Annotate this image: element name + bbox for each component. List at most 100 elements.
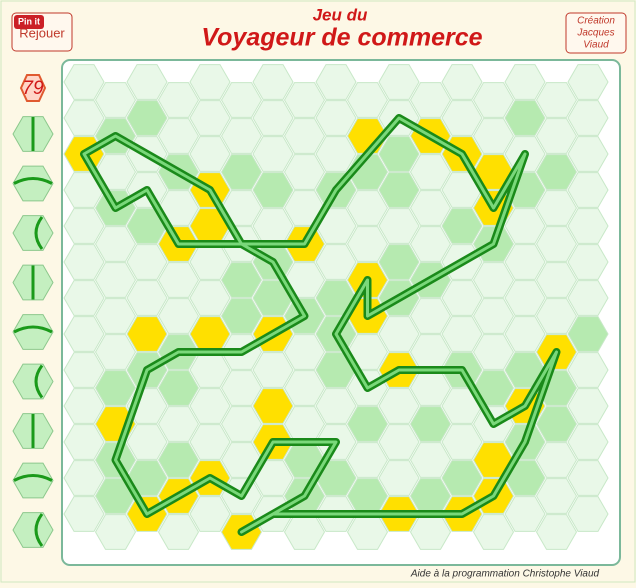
hex-cell[interactable] xyxy=(535,298,578,334)
hex-cell[interactable] xyxy=(63,100,105,136)
hex-cell[interactable] xyxy=(94,514,137,550)
hex-cell[interactable] xyxy=(283,118,326,154)
tile[interactable] xyxy=(12,462,54,499)
hex-cell[interactable] xyxy=(283,334,326,370)
hex-cell[interactable] xyxy=(126,316,168,352)
hex-cell[interactable] xyxy=(189,64,231,100)
hex-cell[interactable] xyxy=(504,64,546,100)
hex-cell[interactable] xyxy=(409,298,452,334)
hex-cell[interactable] xyxy=(504,496,546,532)
hex-cell[interactable] xyxy=(567,136,609,172)
hex-cell[interactable] xyxy=(535,82,578,118)
hex-cell[interactable] xyxy=(283,370,326,406)
hex-cell[interactable] xyxy=(63,460,105,496)
hex-cell[interactable] xyxy=(63,280,105,316)
hex-cell[interactable] xyxy=(441,208,483,244)
tile[interactable] xyxy=(12,165,54,202)
hex-cell[interactable] xyxy=(252,100,294,136)
hex-cell[interactable] xyxy=(378,316,420,352)
hex-cell[interactable] xyxy=(567,424,609,460)
hex-cell[interactable] xyxy=(157,406,200,442)
hex-cell[interactable] xyxy=(441,280,483,316)
hex-cell[interactable] xyxy=(472,298,515,334)
hex-cell[interactable] xyxy=(504,208,546,244)
hex-cell[interactable] xyxy=(504,280,546,316)
hex-cell[interactable] xyxy=(346,190,389,226)
hex-cell[interactable] xyxy=(315,136,357,172)
hex-cell[interactable] xyxy=(409,154,452,190)
hex-cell[interactable] xyxy=(378,172,420,208)
hex-cell[interactable] xyxy=(504,244,546,280)
hex-cell[interactable] xyxy=(126,100,168,136)
hex-cell[interactable] xyxy=(126,424,168,460)
hex-cell[interactable] xyxy=(378,244,420,280)
hex-cell[interactable] xyxy=(63,424,105,460)
hex-cell[interactable] xyxy=(63,244,105,280)
hex-cell[interactable] xyxy=(94,334,137,370)
hex-cell[interactable] xyxy=(535,478,578,514)
hex-cell[interactable] xyxy=(409,442,452,478)
hex-cell[interactable] xyxy=(535,406,578,442)
hex-cell[interactable] xyxy=(126,244,168,280)
hex-cell[interactable] xyxy=(220,82,263,118)
hex-cell[interactable] xyxy=(472,82,515,118)
tile[interactable] xyxy=(12,314,54,350)
hex-cell[interactable] xyxy=(315,100,357,136)
hex-cell[interactable] xyxy=(157,262,200,298)
hex-cell[interactable] xyxy=(283,154,326,190)
pin-button[interactable] xyxy=(14,15,44,29)
hex-cell[interactable] xyxy=(94,82,137,118)
hex-cell[interactable] xyxy=(378,136,420,172)
hex-cell[interactable] xyxy=(220,154,263,190)
hex-cell[interactable] xyxy=(567,496,609,532)
hex-cell[interactable] xyxy=(94,370,137,406)
hex-cell[interactable] xyxy=(441,100,483,136)
hex-cell[interactable] xyxy=(535,442,578,478)
hex-cell[interactable] xyxy=(63,208,105,244)
hex-cell[interactable] xyxy=(567,208,609,244)
hex-cell[interactable] xyxy=(63,388,105,424)
hex-cell[interactable] xyxy=(535,190,578,226)
hex-cell[interactable] xyxy=(189,136,231,172)
hex-cell[interactable] xyxy=(220,298,263,334)
hex-cell[interactable] xyxy=(346,82,389,118)
hex-cell[interactable] xyxy=(472,118,515,154)
hex-cell[interactable] xyxy=(315,244,357,280)
hex-cell[interactable] xyxy=(409,406,452,442)
hex-cell[interactable] xyxy=(252,172,294,208)
hex-cell[interactable] xyxy=(63,64,105,100)
hex-cell[interactable] xyxy=(409,82,452,118)
hex-cell[interactable] xyxy=(472,334,515,370)
hex-cell[interactable] xyxy=(220,370,263,406)
hex-cell[interactable] xyxy=(535,226,578,262)
hex-cell[interactable] xyxy=(252,352,294,388)
hex-cell[interactable] xyxy=(409,190,452,226)
hex-cell[interactable] xyxy=(504,100,546,136)
hex-cell[interactable] xyxy=(220,262,263,298)
hex-cell[interactable] xyxy=(535,514,578,550)
tile[interactable] xyxy=(12,215,54,251)
hex-cell[interactable] xyxy=(441,316,483,352)
hex-cell[interactable] xyxy=(378,424,420,460)
hex-cell[interactable] xyxy=(346,442,389,478)
hex-cell[interactable] xyxy=(567,352,609,388)
hex-cell[interactable] xyxy=(157,442,200,478)
hex-cell[interactable] xyxy=(472,514,515,550)
hex-cell[interactable] xyxy=(567,64,609,100)
hex-cell[interactable] xyxy=(567,244,609,280)
hex-cell[interactable] xyxy=(535,262,578,298)
hex-cell[interactable] xyxy=(378,64,420,100)
hex-cell[interactable] xyxy=(126,64,168,100)
hex-cell[interactable] xyxy=(189,424,231,460)
hex-cell[interactable] xyxy=(189,496,231,532)
hex-cell[interactable] xyxy=(252,388,294,424)
hex-cell[interactable] xyxy=(283,82,326,118)
hex-cell[interactable] xyxy=(567,100,609,136)
hex-cell[interactable] xyxy=(504,316,546,352)
hex-cell[interactable] xyxy=(157,370,200,406)
hex-cell[interactable] xyxy=(126,280,168,316)
hex-cell[interactable] xyxy=(535,118,578,154)
hex-cell[interactable] xyxy=(441,460,483,496)
hex-cell[interactable] xyxy=(567,172,609,208)
hex-cell[interactable] xyxy=(189,100,231,136)
